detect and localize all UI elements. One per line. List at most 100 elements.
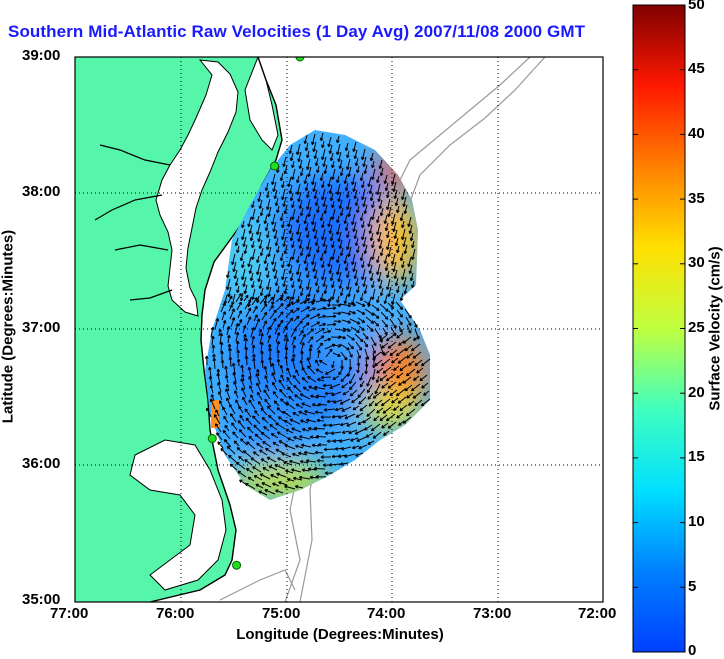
velocity-arrow	[402, 236, 407, 248]
velocity-arrow	[406, 392, 414, 399]
velocity-arrow	[303, 254, 308, 265]
velocity-arrow	[401, 188, 406, 201]
velocity-arrow	[380, 311, 389, 320]
velocity-arrow	[376, 367, 384, 374]
velocity-arrow	[271, 213, 276, 226]
velocity-arrow	[296, 143, 301, 156]
velocity-arrow	[376, 295, 380, 304]
velocity-arrow	[278, 379, 286, 390]
velocity-arrow	[292, 374, 301, 385]
velocity-arrow	[359, 372, 364, 381]
velocity-arrow	[365, 316, 375, 324]
velocity-arrow	[387, 286, 392, 298]
velocity-arrow	[219, 341, 224, 353]
velocity-arrow	[238, 456, 245, 462]
colorbar-tick-label: 45	[688, 60, 705, 77]
velocity-arrow	[277, 416, 285, 422]
velocity-arrow	[409, 272, 414, 282]
velocity-arrow	[383, 430, 390, 436]
velocity-arrow	[313, 149, 318, 160]
velocity-arrow	[407, 256, 412, 268]
radar-site-marker	[270, 161, 280, 171]
velocity-arrow	[356, 365, 360, 374]
velocity-arrow	[349, 389, 358, 397]
velocity-arrow	[338, 199, 343, 210]
colorbar-tick-label: 35	[688, 190, 705, 207]
velocity-arrow	[352, 141, 357, 153]
velocity-arrow	[291, 336, 297, 346]
velocity-arrow	[349, 318, 361, 325]
velocity-arrow	[331, 391, 342, 397]
velocity-arrow	[340, 446, 352, 451]
velocity-arrow	[340, 374, 348, 383]
velocity-arrow	[414, 359, 423, 367]
velocity-arrow	[241, 260, 245, 269]
velocity-vectors	[204, 132, 431, 496]
velocity-arrow	[379, 334, 388, 342]
velocity-arrow	[393, 229, 398, 240]
velocity-arrow	[413, 375, 420, 381]
velocity-arrow	[404, 344, 413, 352]
velocity-arrow	[271, 253, 276, 266]
velocity-arrow	[393, 405, 400, 411]
colorbar-tick-label: 20	[688, 384, 705, 401]
velocity-arrow	[339, 207, 344, 217]
velocity-arrow	[295, 369, 300, 377]
velocity-arrow	[402, 196, 407, 208]
velocity-arrow	[236, 285, 240, 294]
velocity-arrow	[241, 220, 245, 229]
velocity-arrow	[267, 286, 272, 298]
velocity-arrow	[306, 270, 310, 279]
velocity-arrow	[323, 447, 336, 452]
velocity-arrow	[297, 151, 302, 163]
velocity-arrow	[230, 413, 237, 423]
velocity-arrow	[374, 359, 383, 367]
velocity-arrow	[315, 335, 325, 343]
velocity-arrow	[339, 398, 351, 405]
velocity-arrow	[244, 408, 252, 418]
velocity-arrow	[239, 414, 245, 422]
velocity-arrow	[389, 318, 397, 329]
velocity-arrow	[250, 394, 255, 402]
velocity-arrow	[349, 373, 356, 385]
velocity-arrow	[253, 424, 262, 433]
velocity-arrow	[302, 322, 310, 329]
velocity-arrow	[276, 358, 281, 367]
velocity-arrow	[270, 317, 277, 328]
velocity-arrow	[204, 355, 209, 366]
velocity-arrow	[411, 240, 415, 249]
velocity-arrow	[299, 460, 309, 464]
velocity-arrow	[399, 212, 404, 222]
velocity-arrow	[307, 166, 312, 178]
velocity-arrow	[314, 277, 319, 287]
velocity-arrow	[299, 167, 304, 177]
velocity-arrow	[313, 189, 318, 200]
x-tick-label: 72:00	[578, 605, 617, 622]
velocity-arrow	[240, 364, 244, 374]
velocity-arrow	[237, 470, 247, 478]
velocity-arrow	[252, 305, 258, 314]
velocity-arrow	[238, 405, 244, 414]
colorbar-ticks	[633, 4, 685, 653]
velocity-arrow	[322, 276, 327, 288]
x-tick-label: 73:00	[473, 605, 512, 622]
velocity-arrow	[312, 141, 317, 153]
velocity-arrow	[319, 212, 324, 222]
velocity-arrow	[273, 229, 278, 240]
velocity-arrow	[399, 364, 408, 372]
velocity-arrow	[304, 182, 309, 192]
velocity-arrow	[379, 374, 388, 382]
velocity-arrow	[283, 204, 288, 215]
velocity-arrow	[393, 189, 398, 200]
velocity-arrow	[343, 294, 348, 305]
velocity-arrow	[399, 252, 404, 262]
velocity-arrow	[245, 307, 252, 318]
velocity-arrow	[388, 310, 394, 317]
velocity-arrow	[268, 356, 272, 368]
velocity-arrow	[247, 476, 255, 482]
velocity-arrow	[334, 447, 344, 451]
velocity-arrow	[322, 329, 332, 334]
velocity-arrow	[291, 288, 296, 301]
velocity-arrow	[353, 149, 358, 160]
velocity-arrow	[393, 365, 400, 371]
